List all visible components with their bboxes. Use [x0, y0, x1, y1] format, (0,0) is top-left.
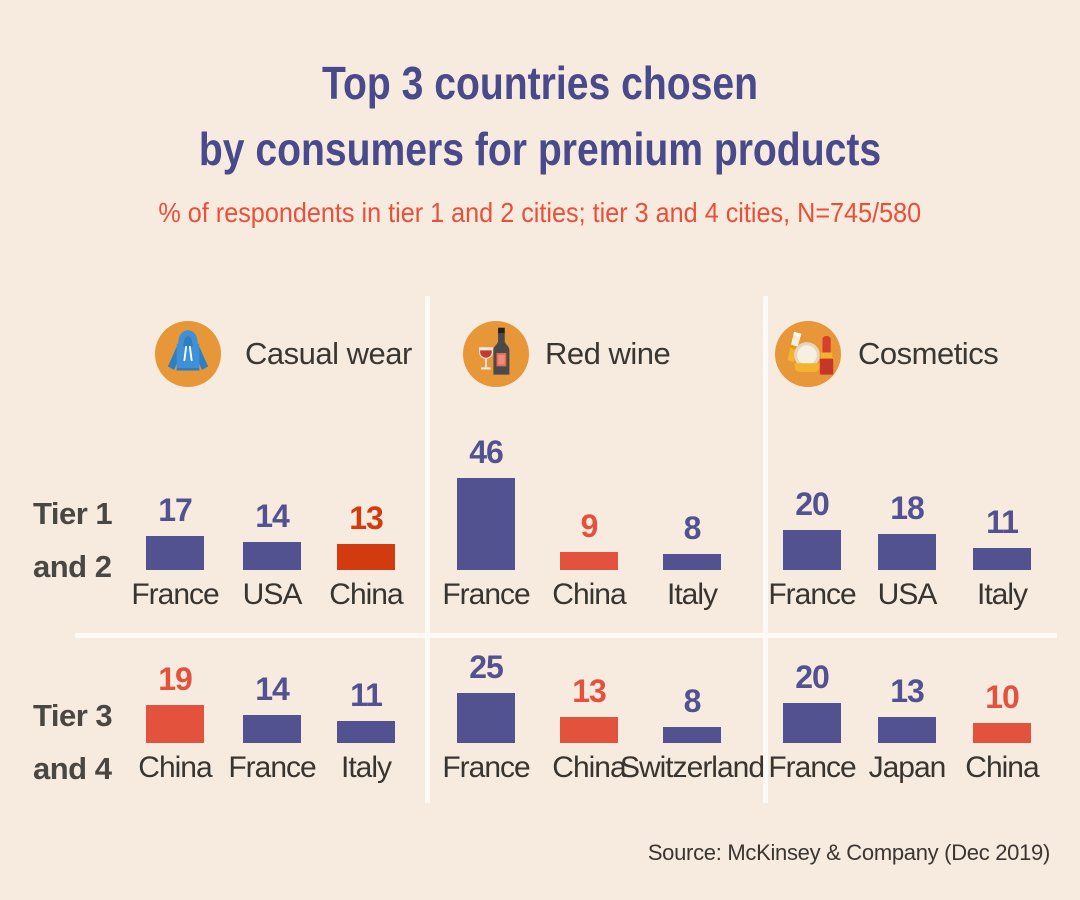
- bar-country-red-wine-tier-1-2-italy: Italy: [666, 578, 718, 611]
- bar-value-cosmetics-tier-1-2-france: 20: [795, 486, 830, 522]
- bar-country-red-wine-tier-1-2-china: China: [552, 578, 626, 611]
- bar-value-casual-wear-tier-1-2-france: 17: [158, 492, 193, 528]
- bar-country-casual-wear-tier-1-2-china: China: [329, 578, 403, 611]
- bar-cosmetics-tier-1-2-usa: [878, 534, 936, 570]
- row-label-tier-3-4-line-2: and 4: [33, 751, 112, 786]
- bar-country-red-wine-tier-3-4-france: France: [442, 751, 530, 784]
- bar-value-cosmetics-tier-3-4-france: 20: [795, 659, 830, 695]
- row-label-tier-3-4-line-1: Tier 3: [33, 698, 113, 733]
- bar-cosmetics-tier-3-4-japan: [878, 717, 936, 743]
- bar-red-wine-tier-1-2-china: [560, 552, 618, 570]
- divider-vertical-2: [763, 296, 768, 803]
- row-label-tier-1-2: Tier 1 and 2: [33, 487, 113, 593]
- bar-red-wine-tier-3-4-switzerland: [663, 727, 721, 743]
- bar-value-red-wine-tier-1-2-china: 9: [580, 508, 599, 544]
- bar-casual-wear-tier-3-4-italy: [337, 721, 395, 743]
- bar-cosmetics-tier-3-4-china: [973, 723, 1031, 743]
- bar-casual-wear-tier-1-2-china: [337, 544, 395, 570]
- bar-value-cosmetics-tier-1-2-italy: 11: [986, 504, 1019, 540]
- title-line-2: by consumers for premium products: [198, 123, 882, 175]
- bar-country-cosmetics-tier-3-4-china: China: [965, 751, 1039, 784]
- bar-country-cosmetics-tier-3-4-france: France: [768, 751, 856, 784]
- category-label-casual-wear: Casual wear: [245, 336, 412, 371]
- subtitle: % of respondents in tier 1 and 2 cities;…: [0, 197, 1080, 229]
- wine-icon: [463, 321, 529, 387]
- bar-country-red-wine-tier-1-2-france: France: [442, 578, 530, 611]
- bar-casual-wear-tier-1-2-usa: [243, 542, 301, 570]
- bar-value-cosmetics-tier-3-4-japan: 13: [890, 673, 925, 709]
- bar-value-red-wine-tier-1-2-france: 46: [469, 434, 504, 470]
- bar-country-cosmetics-tier-3-4-japan: Japan: [868, 751, 947, 784]
- bar-cosmetics-tier-1-2-italy: [973, 548, 1031, 570]
- row-label-tier-1-2-line-1: Tier 1: [33, 496, 113, 531]
- bar-country-red-wine-tier-3-4-switzerland: Switzerland: [619, 751, 765, 784]
- title-line-1: Top 3 countries chosen: [322, 57, 758, 109]
- bar-country-casual-wear-tier-3-4-china: China: [138, 751, 212, 784]
- row-label-tier-1-2-line-2: and 2: [33, 549, 112, 584]
- bar-value-casual-wear-tier-1-2-usa: 14: [255, 498, 290, 534]
- bar-value-casual-wear-tier-3-4-italy: 11: [350, 677, 383, 713]
- category-label-cosmetics: Cosmetics: [858, 336, 999, 371]
- category-label-red-wine: Red wine: [545, 336, 671, 371]
- hoodie-icon: [155, 321, 221, 387]
- divider-vertical-1: [425, 296, 430, 803]
- bar-red-wine-tier-1-2-france: [457, 478, 515, 570]
- page-title: Top 3 countries chosen by consumers for …: [0, 50, 1080, 182]
- bar-red-wine-tier-3-4-china: [560, 717, 618, 743]
- bar-country-cosmetics-tier-1-2-italy: Italy: [976, 578, 1028, 611]
- bar-country-casual-wear-tier-1-2-usa: USA: [242, 578, 303, 611]
- row-label-tier-3-4: Tier 3 and 4: [33, 689, 113, 795]
- bar-casual-wear-tier-3-4-china: [146, 705, 204, 743]
- bar-country-red-wine-tier-3-4-china: China: [552, 751, 626, 784]
- bar-country-casual-wear-tier-3-4-italy: Italy: [340, 751, 392, 784]
- subtitle-text: % of respondents in tier 1 and 2 cities;…: [158, 197, 922, 228]
- bar-value-casual-wear-tier-1-2-china: 13: [349, 500, 384, 536]
- bar-red-wine-tier-3-4-france: [457, 693, 515, 743]
- bar-value-red-wine-tier-1-2-italy: 8: [683, 510, 702, 546]
- bar-cosmetics-tier-3-4-france: [783, 703, 841, 743]
- bar-casual-wear-tier-1-2-france: [146, 536, 204, 570]
- cosmetics-icon: [775, 321, 841, 387]
- bar-country-cosmetics-tier-1-2-usa: USA: [877, 578, 938, 611]
- bar-value-red-wine-tier-3-4-china: 13: [572, 673, 607, 709]
- bar-value-casual-wear-tier-3-4-china: 19: [158, 661, 193, 697]
- bar-cosmetics-tier-1-2-france: [783, 530, 841, 570]
- bar-casual-wear-tier-3-4-france: [243, 715, 301, 743]
- bar-value-red-wine-tier-3-4-switzerland: 8: [683, 683, 702, 719]
- bar-country-casual-wear-tier-3-4-france: France: [228, 751, 316, 784]
- bar-value-cosmetics-tier-3-4-china: 10: [985, 679, 1020, 715]
- bar-country-cosmetics-tier-1-2-france: France: [768, 578, 856, 611]
- bar-value-casual-wear-tier-3-4-france: 14: [255, 671, 290, 707]
- bar-value-red-wine-tier-3-4-france: 25: [469, 649, 504, 685]
- source-note: Source: McKinsey & Company (Dec 2019): [647, 840, 1050, 865]
- divider-horizontal: [75, 633, 1057, 638]
- bar-red-wine-tier-1-2-italy: [663, 554, 721, 570]
- bar-country-casual-wear-tier-1-2-france: France: [131, 578, 219, 611]
- bar-value-cosmetics-tier-1-2-usa: 18: [890, 490, 925, 526]
